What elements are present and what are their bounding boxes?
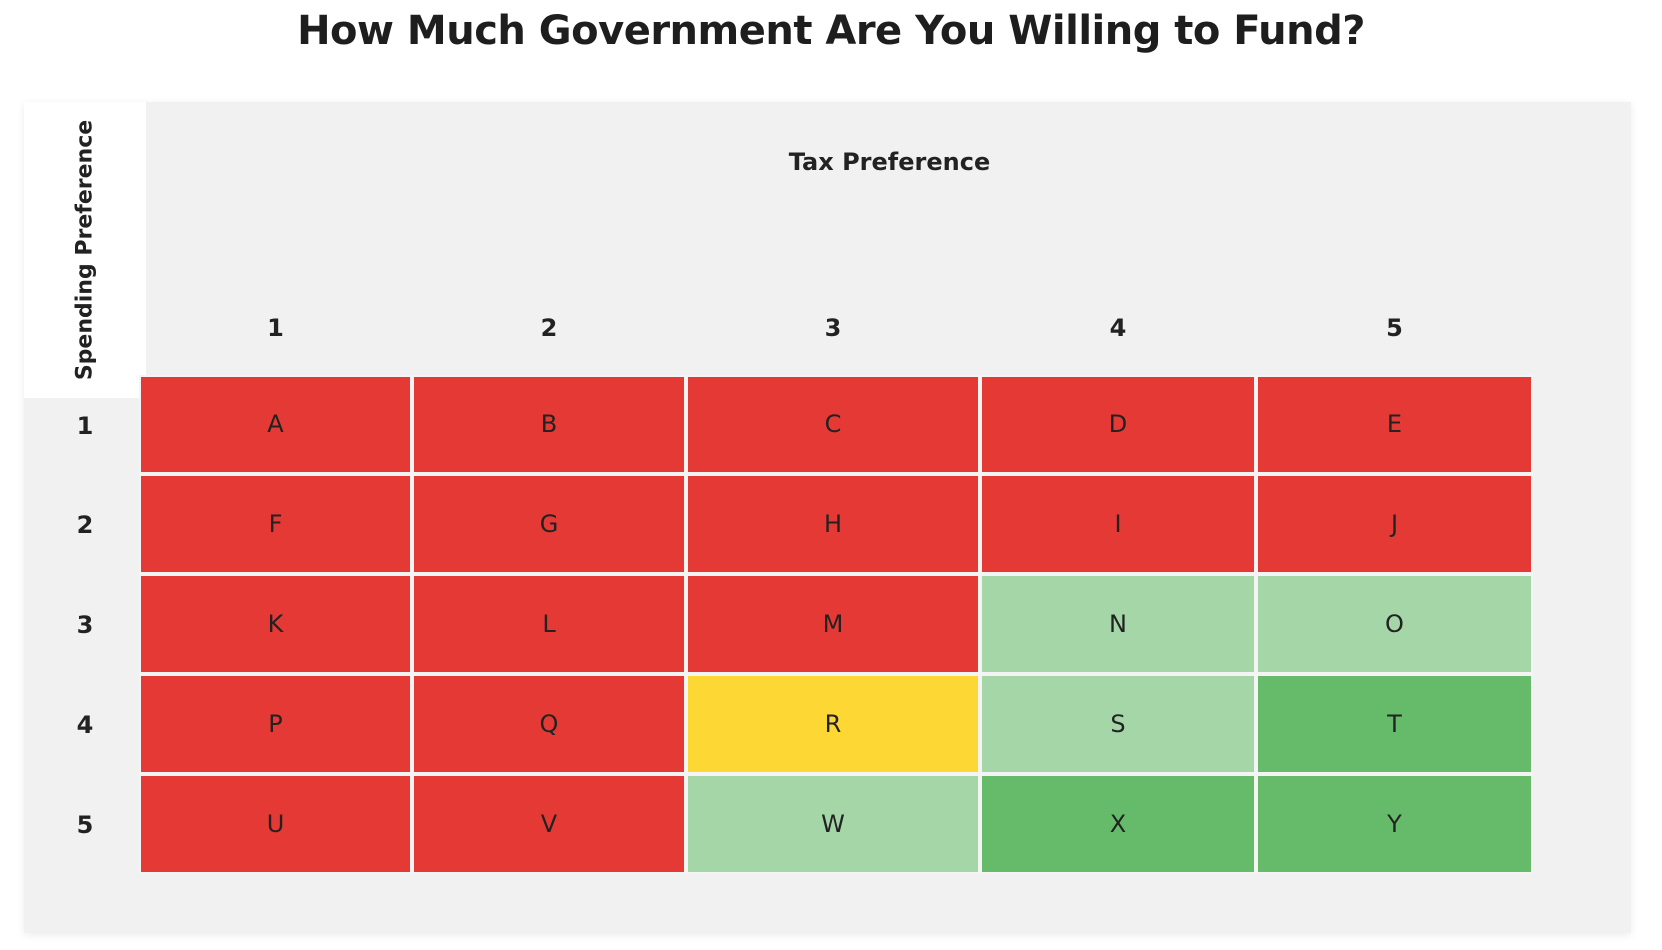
y-axis-label: Spending Preference [72, 119, 98, 381]
row-label: 3 [76, 611, 94, 639]
heatmap-cell: X [980, 774, 1256, 874]
heatmap-cell: B [412, 375, 686, 474]
heatmap-cell: S [980, 674, 1256, 774]
column-label: 5 [1386, 314, 1403, 342]
heatmap-cell: A [139, 375, 412, 474]
heatmap-cell: R [686, 674, 980, 774]
row-label: 4 [76, 711, 94, 739]
heatmap-cell: V [412, 774, 686, 874]
heatmap-cell: G [412, 474, 686, 574]
heatmap-cell: M [686, 574, 980, 674]
heatmap-cell: Q [412, 674, 686, 774]
x-axis-label: Tax Preference [788, 148, 991, 176]
column-label: 4 [1109, 314, 1127, 342]
heatmap-cell: E [1256, 375, 1533, 474]
heatmap-cell: I [980, 474, 1256, 574]
row-label: 1 [76, 412, 94, 440]
column-label: 2 [540, 314, 558, 342]
heatmap-cell: W [686, 774, 980, 874]
heatmap-cell: T [1256, 674, 1533, 774]
column-label: 3 [824, 314, 842, 342]
heatmap-cell: K [139, 574, 412, 674]
heatmap-cell: J [1256, 474, 1533, 574]
heatmap-cell: P [139, 674, 412, 774]
preference-grid: Spending Preference Tax Preference 1 2 3 4 5… [24, 102, 1631, 933]
heatmap-cell: O [1256, 574, 1533, 674]
heatmap-cell: F [139, 474, 412, 574]
column-label: 1 [267, 314, 284, 342]
heatmap-cell: U [139, 774, 412, 874]
heatmap-cell: Y [1256, 774, 1533, 874]
heatmap-cell: L [412, 574, 686, 674]
heatmap-cell: D [980, 375, 1256, 474]
chart-title: How Much Government Are You Willing to F… [297, 8, 1365, 54]
heatmap-cell: N [980, 574, 1256, 674]
row-label: 2 [76, 511, 94, 539]
heatmap-cell: H [686, 474, 980, 574]
heatmap-cell: C [686, 375, 980, 474]
row-label: 5 [76, 811, 94, 839]
corner-cell: Spending Preference [24, 102, 146, 398]
